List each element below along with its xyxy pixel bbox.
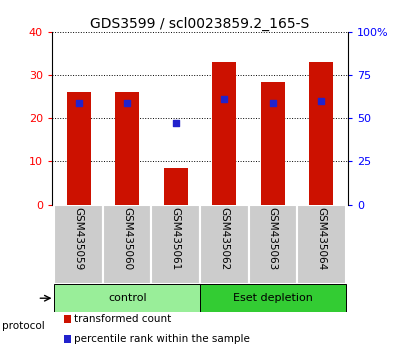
Bar bbox=[64, 335, 71, 343]
Text: percentile rank within the sample: percentile rank within the sample bbox=[74, 334, 250, 344]
Text: control: control bbox=[108, 293, 146, 303]
Bar bbox=[200, 284, 346, 312]
Bar bbox=[212, 62, 236, 205]
Point bbox=[76, 100, 82, 105]
Bar bbox=[164, 168, 188, 205]
Bar bbox=[261, 81, 285, 205]
Bar bbox=[297, 205, 346, 284]
Point bbox=[172, 121, 179, 126]
Text: GSM435059: GSM435059 bbox=[74, 207, 84, 270]
Text: GSM435064: GSM435064 bbox=[316, 207, 326, 270]
Title: GDS3599 / scl0023859.2_165-S: GDS3599 / scl0023859.2_165-S bbox=[90, 17, 310, 31]
Text: GSM435062: GSM435062 bbox=[219, 207, 229, 270]
Bar bbox=[200, 205, 248, 284]
Text: GSM435063: GSM435063 bbox=[268, 207, 278, 270]
Point bbox=[318, 98, 324, 104]
Bar bbox=[66, 92, 91, 205]
Point bbox=[124, 100, 130, 105]
Text: transformed count: transformed count bbox=[74, 314, 172, 324]
Text: GSM435061: GSM435061 bbox=[171, 207, 181, 270]
Point bbox=[221, 96, 228, 102]
Bar bbox=[309, 62, 334, 205]
Bar bbox=[248, 205, 297, 284]
Text: protocol: protocol bbox=[2, 321, 45, 331]
Bar bbox=[54, 205, 103, 284]
Bar bbox=[54, 284, 200, 312]
Bar bbox=[64, 315, 71, 323]
Bar bbox=[103, 205, 152, 284]
Point bbox=[270, 100, 276, 105]
Text: Eset depletion: Eset depletion bbox=[233, 293, 313, 303]
Text: GSM435060: GSM435060 bbox=[122, 207, 132, 270]
Bar bbox=[152, 205, 200, 284]
Bar bbox=[115, 92, 139, 205]
